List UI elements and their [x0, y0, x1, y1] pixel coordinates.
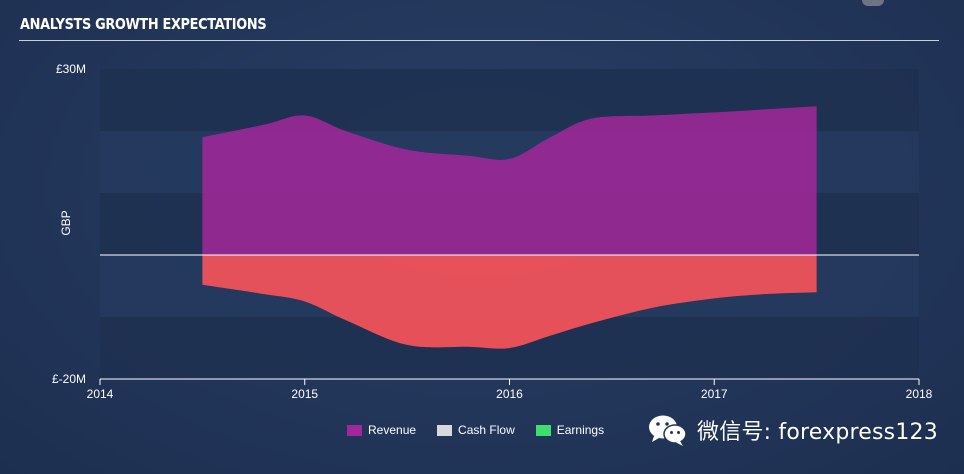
chart-title: ANALYSTS GROWTH EXPECTATIONS: [20, 15, 267, 33]
x-tick-label: 2017: [701, 387, 728, 401]
y-axis-label: GBP: [59, 210, 73, 235]
x-tick-label: 2016: [496, 387, 523, 401]
title-divider: [19, 40, 939, 41]
area-earnings: [202, 255, 817, 349]
x-tick-label: 2018: [906, 387, 933, 401]
watermark-text: 微信号: forexpress123: [697, 420, 938, 445]
y-axis: £30M £-20M: [52, 62, 86, 386]
corner-decoration: [862, 0, 884, 6]
legend-item-earnings[interactable]: Earnings: [535, 423, 605, 437]
legend-item-cash-flow[interactable]: Cash Flow: [437, 423, 515, 437]
x-tick-label: 2014: [87, 387, 114, 401]
legend: Revenue Cash Flow Earnings: [347, 423, 604, 437]
legend-label-revenue: Revenue: [368, 423, 417, 437]
series-areas: [202, 106, 817, 349]
legend-swatch-cash-flow: [437, 424, 453, 436]
legend-swatch-earnings: [535, 424, 551, 436]
legend-swatch-revenue: [347, 424, 362, 436]
legend-label-cash-flow: Cash Flow: [458, 423, 515, 437]
legend-label-earnings: Earnings: [556, 423, 605, 437]
y-tick-label: £-20M: [52, 372, 86, 386]
legend-item-revenue[interactable]: Revenue: [347, 423, 416, 437]
y-tick-label: £30M: [56, 62, 86, 76]
x-tick-label: 2015: [291, 387, 318, 401]
area-revenue: [202, 106, 817, 255]
x-axis: 2014 2015 2016 2017 2018: [87, 379, 933, 401]
watermark: 微信号: forexpress123: [647, 413, 938, 447]
wechat-icon: [649, 415, 687, 446]
